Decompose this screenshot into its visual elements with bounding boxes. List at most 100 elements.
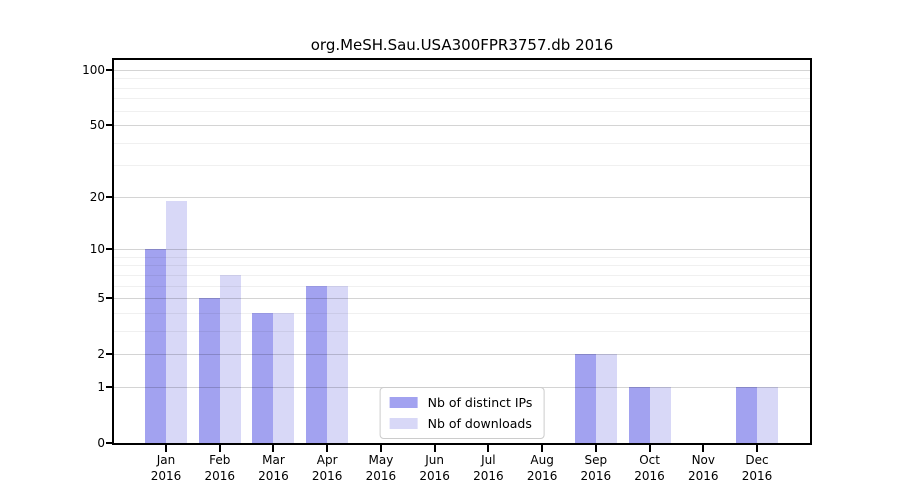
bar-distinct-ips-dec	[736, 386, 758, 443]
bar-downloads-dec	[757, 386, 779, 443]
y-tick-mark	[106, 442, 113, 444]
legend-label-distinct-ips: Nb of distinct IPs	[427, 395, 533, 410]
y-tick-mark	[106, 195, 113, 198]
gridline-10	[114, 249, 810, 251]
gridline-40	[114, 142, 810, 144]
gridline-9	[114, 256, 810, 258]
x-tick-year: 2016	[741, 469, 773, 483]
bar-distinct-ips-feb	[198, 298, 220, 443]
bottom-spine	[112, 443, 812, 445]
gridline-7	[114, 274, 810, 276]
legend-label-downloads: Nb of downloads	[427, 416, 532, 431]
x-tick-mark-aug	[541, 445, 544, 452]
legend: Nb of distinct IPs Nb of downloads	[379, 387, 545, 439]
x-tick-label-oct: Oct 2016	[618, 452, 682, 484]
bar-downloads-feb	[219, 274, 241, 443]
gridline-70	[114, 98, 810, 100]
x-tick-mark-feb	[218, 445, 221, 452]
legend-swatch-downloads	[389, 418, 418, 429]
gridline-3	[114, 330, 810, 332]
x-tick-label-may: May 2016	[349, 452, 413, 484]
y-tick-label-100: 100	[82, 63, 105, 77]
bar-downloads-apr	[327, 285, 349, 443]
y-tick-label-5: 5	[97, 291, 105, 306]
bar-distinct-ips-apr	[306, 285, 328, 443]
gridline-8	[114, 265, 810, 267]
gridline-50	[114, 125, 810, 127]
left-spine	[112, 58, 114, 445]
y-tick-label-10: 10	[89, 242, 105, 257]
bars-layer	[114, 60, 810, 443]
legend-item-distinct-ips: Nb of distinct IPs	[389, 395, 533, 410]
y-tick-mark	[106, 385, 113, 388]
x-tick-mark-nov	[702, 445, 705, 452]
x-tick-mark-jan	[165, 445, 167, 452]
x-tick-label-sep: Sep 2016	[564, 452, 628, 484]
x-tick-label-feb: Feb 2016	[188, 452, 252, 484]
x-tick-year: 2016	[311, 469, 343, 483]
x-tick-mark-mar	[272, 445, 275, 452]
gridline-5	[114, 298, 810, 300]
x-tick-year: 2016	[258, 469, 289, 483]
x-tick-year: 2016	[419, 469, 450, 483]
bar-downloads-jan	[166, 200, 187, 443]
right-spine	[810, 58, 812, 445]
grid-layer	[114, 60, 810, 443]
chart-title: org.MeSH.Sau.USA300FPR3757.db 2016	[310, 36, 614, 54]
x-tick-label-jun: Jun 2016	[403, 452, 467, 484]
x-tick-year: 2016	[688, 469, 719, 483]
bar-downloads-oct	[649, 386, 671, 443]
gridline-20	[114, 196, 810, 198]
x-tick-mark-jun	[433, 445, 436, 452]
y-tick-mark	[106, 69, 113, 71]
x-tick-year: 2016	[365, 469, 397, 483]
x-tick-mark-may	[379, 445, 382, 452]
x-tick-year: 2016	[150, 469, 182, 483]
gridline-80	[114, 87, 810, 89]
x-tick-year: 2016	[473, 469, 504, 483]
x-tick-label-mar: Mar 2016	[241, 452, 305, 484]
legend-swatch-distinct-ips	[389, 397, 418, 408]
x-tick-mark-apr	[326, 445, 329, 452]
y-tick-label-2: 2	[97, 347, 105, 362]
y-tick-label-50: 50	[89, 118, 105, 133]
legend-item-downloads: Nb of downloads	[389, 416, 533, 431]
x-tick-year: 2016	[204, 469, 235, 483]
gridline-30	[114, 165, 810, 167]
x-tick-mark-oct	[648, 445, 651, 452]
bar-downloads-sep	[595, 354, 617, 443]
gridline-2	[114, 354, 810, 356]
gridline-100	[114, 70, 810, 71]
x-tick-mark-sep	[594, 445, 597, 452]
x-tick-year: 2016	[634, 469, 665, 483]
x-tick-label-apr: Apr 2016	[295, 452, 359, 484]
gridline-90	[114, 78, 810, 80]
top-spine	[112, 58, 812, 60]
y-tick-mark	[106, 353, 113, 356]
gridline-4	[114, 312, 810, 314]
bar-distinct-ips-sep	[574, 354, 596, 443]
x-tick-mark-jul	[487, 445, 490, 452]
gridline-60	[114, 110, 810, 112]
bar-downloads-mar	[273, 312, 295, 443]
gridline-6	[114, 285, 810, 287]
x-tick-label-dec: Dec 2016	[725, 452, 789, 484]
x-tick-year: 2016	[526, 469, 558, 483]
x-tick-label-nov: Nov 2016	[671, 452, 735, 484]
plot-area: Nb of distinct IPs Nb of downloads	[114, 60, 810, 443]
x-tick-mark-dec	[756, 445, 759, 452]
x-tick-year: 2016	[580, 469, 612, 483]
x-tick-label-aug: Aug 2016	[510, 452, 574, 484]
x-tick-label-jan: Jan 2016	[134, 452, 198, 484]
y-tick-mark	[106, 297, 113, 300]
bar-distinct-ips-jan	[145, 249, 166, 443]
bar-distinct-ips-oct	[628, 386, 650, 443]
y-tick-label-1: 1	[97, 379, 105, 394]
y-tick-label-20: 20	[89, 189, 105, 204]
y-tick-label-0: 0	[97, 436, 105, 450]
x-tick-label-jul: Jul 2016	[456, 452, 520, 484]
y-tick-mark	[106, 124, 113, 127]
y-tick-mark	[106, 248, 113, 251]
bar-distinct-ips-mar	[252, 312, 274, 443]
